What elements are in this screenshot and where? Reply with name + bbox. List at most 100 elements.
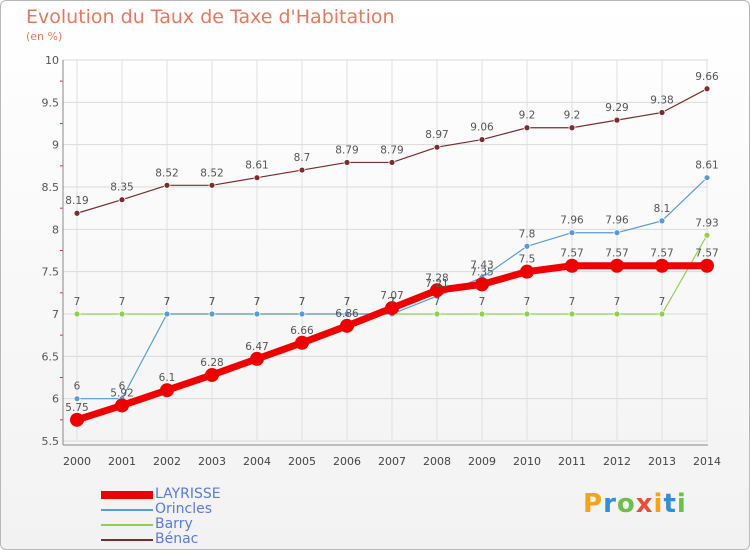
- legend-label: Bénac: [155, 531, 199, 547]
- series-point: [73, 395, 81, 403]
- series-point: [658, 310, 666, 318]
- data-label: 9.29: [605, 102, 628, 114]
- data-label: 7.21: [425, 278, 448, 290]
- x-tick-label: 2001: [108, 455, 136, 468]
- y-tick-label: 10: [45, 54, 59, 67]
- data-label: 7: [434, 296, 441, 308]
- series-point: [340, 318, 354, 333]
- data-label: 8.1: [654, 203, 671, 215]
- y-tick-label: 7.5: [42, 266, 60, 279]
- data-label: 7.93: [695, 217, 718, 229]
- data-label: 6.66: [290, 325, 314, 337]
- data-label: 7: [344, 296, 351, 308]
- data-label: 7.57: [560, 248, 583, 260]
- data-label: 7.57: [605, 248, 628, 260]
- data-label: 7: [659, 296, 666, 308]
- y-tick-label: 5.5: [42, 435, 60, 448]
- data-label: 9.38: [650, 94, 673, 106]
- series-point: [523, 124, 531, 132]
- chart-title: Evolution du Taux de Taxe d'Habitation: [26, 6, 395, 28]
- series-point: [613, 310, 621, 318]
- series-point: [703, 174, 711, 182]
- series-point: [655, 258, 669, 273]
- data-label: 7: [299, 296, 306, 308]
- series-point: [208, 310, 216, 318]
- series-point: [478, 136, 486, 143]
- x-tick-label: 2010: [513, 455, 541, 468]
- series-point: [433, 310, 441, 318]
- series-point: [568, 229, 576, 237]
- data-label: 6.47: [245, 341, 268, 353]
- x-tick-label: 2014: [693, 455, 721, 468]
- data-label: 8.79: [380, 144, 403, 156]
- series-point: [613, 116, 621, 124]
- data-label: 7: [254, 296, 261, 308]
- data-label: 7.96: [605, 215, 629, 227]
- data-label: 8.79: [335, 144, 358, 156]
- series-point: [70, 412, 84, 427]
- data-label: 8.19: [65, 195, 88, 207]
- series-point: [385, 301, 399, 316]
- series-point: [703, 85, 711, 93]
- data-label: 8.7: [294, 152, 311, 164]
- data-label: 5.92: [110, 387, 133, 399]
- series-point: [703, 231, 711, 239]
- legend-label: LAYRISSE: [155, 486, 221, 502]
- series-point: [343, 310, 351, 318]
- series-point: [568, 124, 576, 132]
- x-tick-label: 2008: [423, 455, 451, 468]
- legend-swatch: [101, 524, 153, 526]
- series-point: [118, 196, 126, 204]
- series-point: [658, 217, 666, 225]
- x-tick-label: 2002: [153, 455, 181, 468]
- series-point: [73, 209, 81, 217]
- y-tick-label: 6.5: [42, 350, 60, 363]
- data-label: 7.57: [650, 248, 673, 260]
- data-label: 7: [209, 296, 216, 308]
- series-point: [565, 258, 579, 273]
- logo-letter: P: [583, 489, 604, 519]
- data-label: 7: [524, 296, 531, 308]
- series-point: [658, 109, 666, 116]
- series-point: [568, 310, 576, 318]
- series-point: [298, 166, 306, 174]
- series-point: [523, 310, 531, 318]
- data-label: 8.35: [110, 182, 133, 194]
- series-point: [610, 258, 624, 273]
- x-tick-label: 2009: [468, 455, 496, 468]
- logo-letter: i: [653, 489, 664, 519]
- series-point: [700, 258, 714, 273]
- series-point: [205, 367, 219, 382]
- x-tick-label: 2011: [558, 455, 586, 468]
- data-label: 7: [614, 296, 621, 308]
- x-tick-label: 2007: [378, 455, 406, 468]
- data-label: 7.57: [695, 248, 718, 260]
- series-point: [250, 351, 264, 366]
- chart-subtitle: (en %): [26, 30, 63, 43]
- legend-label: Orincles: [155, 501, 213, 517]
- data-label: 8.52: [200, 167, 223, 179]
- data-label: 7: [389, 296, 396, 308]
- series-point: [478, 310, 486, 318]
- logo-letter: o: [616, 489, 636, 519]
- y-tick-label: 9.5: [42, 96, 60, 109]
- series-point: [298, 310, 306, 318]
- data-label: 7: [389, 296, 396, 308]
- series-point: [520, 264, 534, 279]
- data-label: 7: [209, 296, 216, 308]
- series-point: [253, 174, 261, 182]
- series-point: [613, 229, 621, 237]
- series-point: [523, 242, 531, 250]
- legend-swatch: [101, 491, 153, 499]
- logo-letter: t: [663, 489, 677, 519]
- data-label: 8.61: [695, 160, 718, 172]
- data-label: 7.5: [519, 254, 536, 266]
- data-label: 8.52: [155, 167, 178, 179]
- series-point: [163, 310, 171, 318]
- x-tick-label: 2000: [63, 455, 91, 468]
- series-point: [388, 159, 396, 166]
- legend-label: Barry: [155, 516, 193, 532]
- data-label: 7.8: [519, 228, 536, 240]
- legend-swatch: [101, 509, 153, 511]
- data-label: 7: [344, 296, 351, 308]
